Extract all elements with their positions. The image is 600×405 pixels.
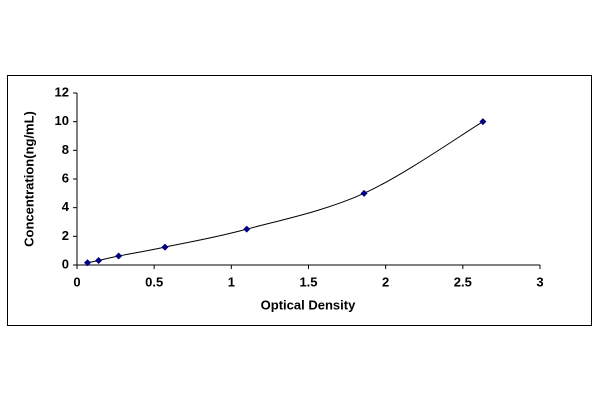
data-point [243,225,251,233]
y-tick-label: 6 [62,170,69,185]
data-point [95,257,103,265]
data-point [115,252,123,260]
x-tick-label: 0.5 [145,274,163,289]
y-tick-label: 0 [62,256,69,271]
y-axis-label: Concentration(ng/mL) [21,111,36,247]
data-point [479,118,487,126]
y-tick-label: 2 [62,228,69,243]
chart-frame [7,75,592,326]
y-tick-label: 10 [55,113,69,128]
y-tick-label: 12 [55,84,69,99]
data-point [360,189,368,197]
x-axis-label: Optical Density [261,297,356,312]
x-tick-label: 1.5 [299,274,317,289]
data-point [83,259,91,267]
x-tick-label: 1 [228,274,235,289]
x-tick-label: 2 [382,274,389,289]
x-tick-label: 0 [73,274,80,289]
y-tick-label: 8 [62,142,69,157]
data-point [161,243,169,251]
y-tick-label: 4 [62,199,70,214]
x-tick-label: 2.5 [454,274,472,289]
x-tick-label: 3 [536,274,543,289]
